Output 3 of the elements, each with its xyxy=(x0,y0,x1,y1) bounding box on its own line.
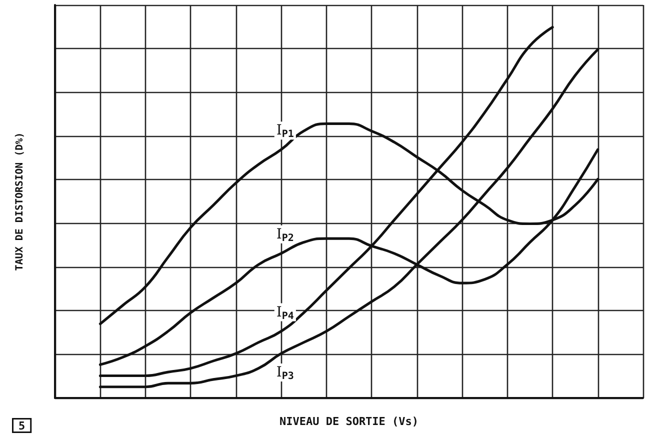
x-axis-title: NIVEAU DE SORTIE (Vs) xyxy=(279,415,419,428)
text: 5 xyxy=(18,420,26,432)
y-axis-title: TAUX DE DISTORSION (D%) xyxy=(14,132,26,271)
